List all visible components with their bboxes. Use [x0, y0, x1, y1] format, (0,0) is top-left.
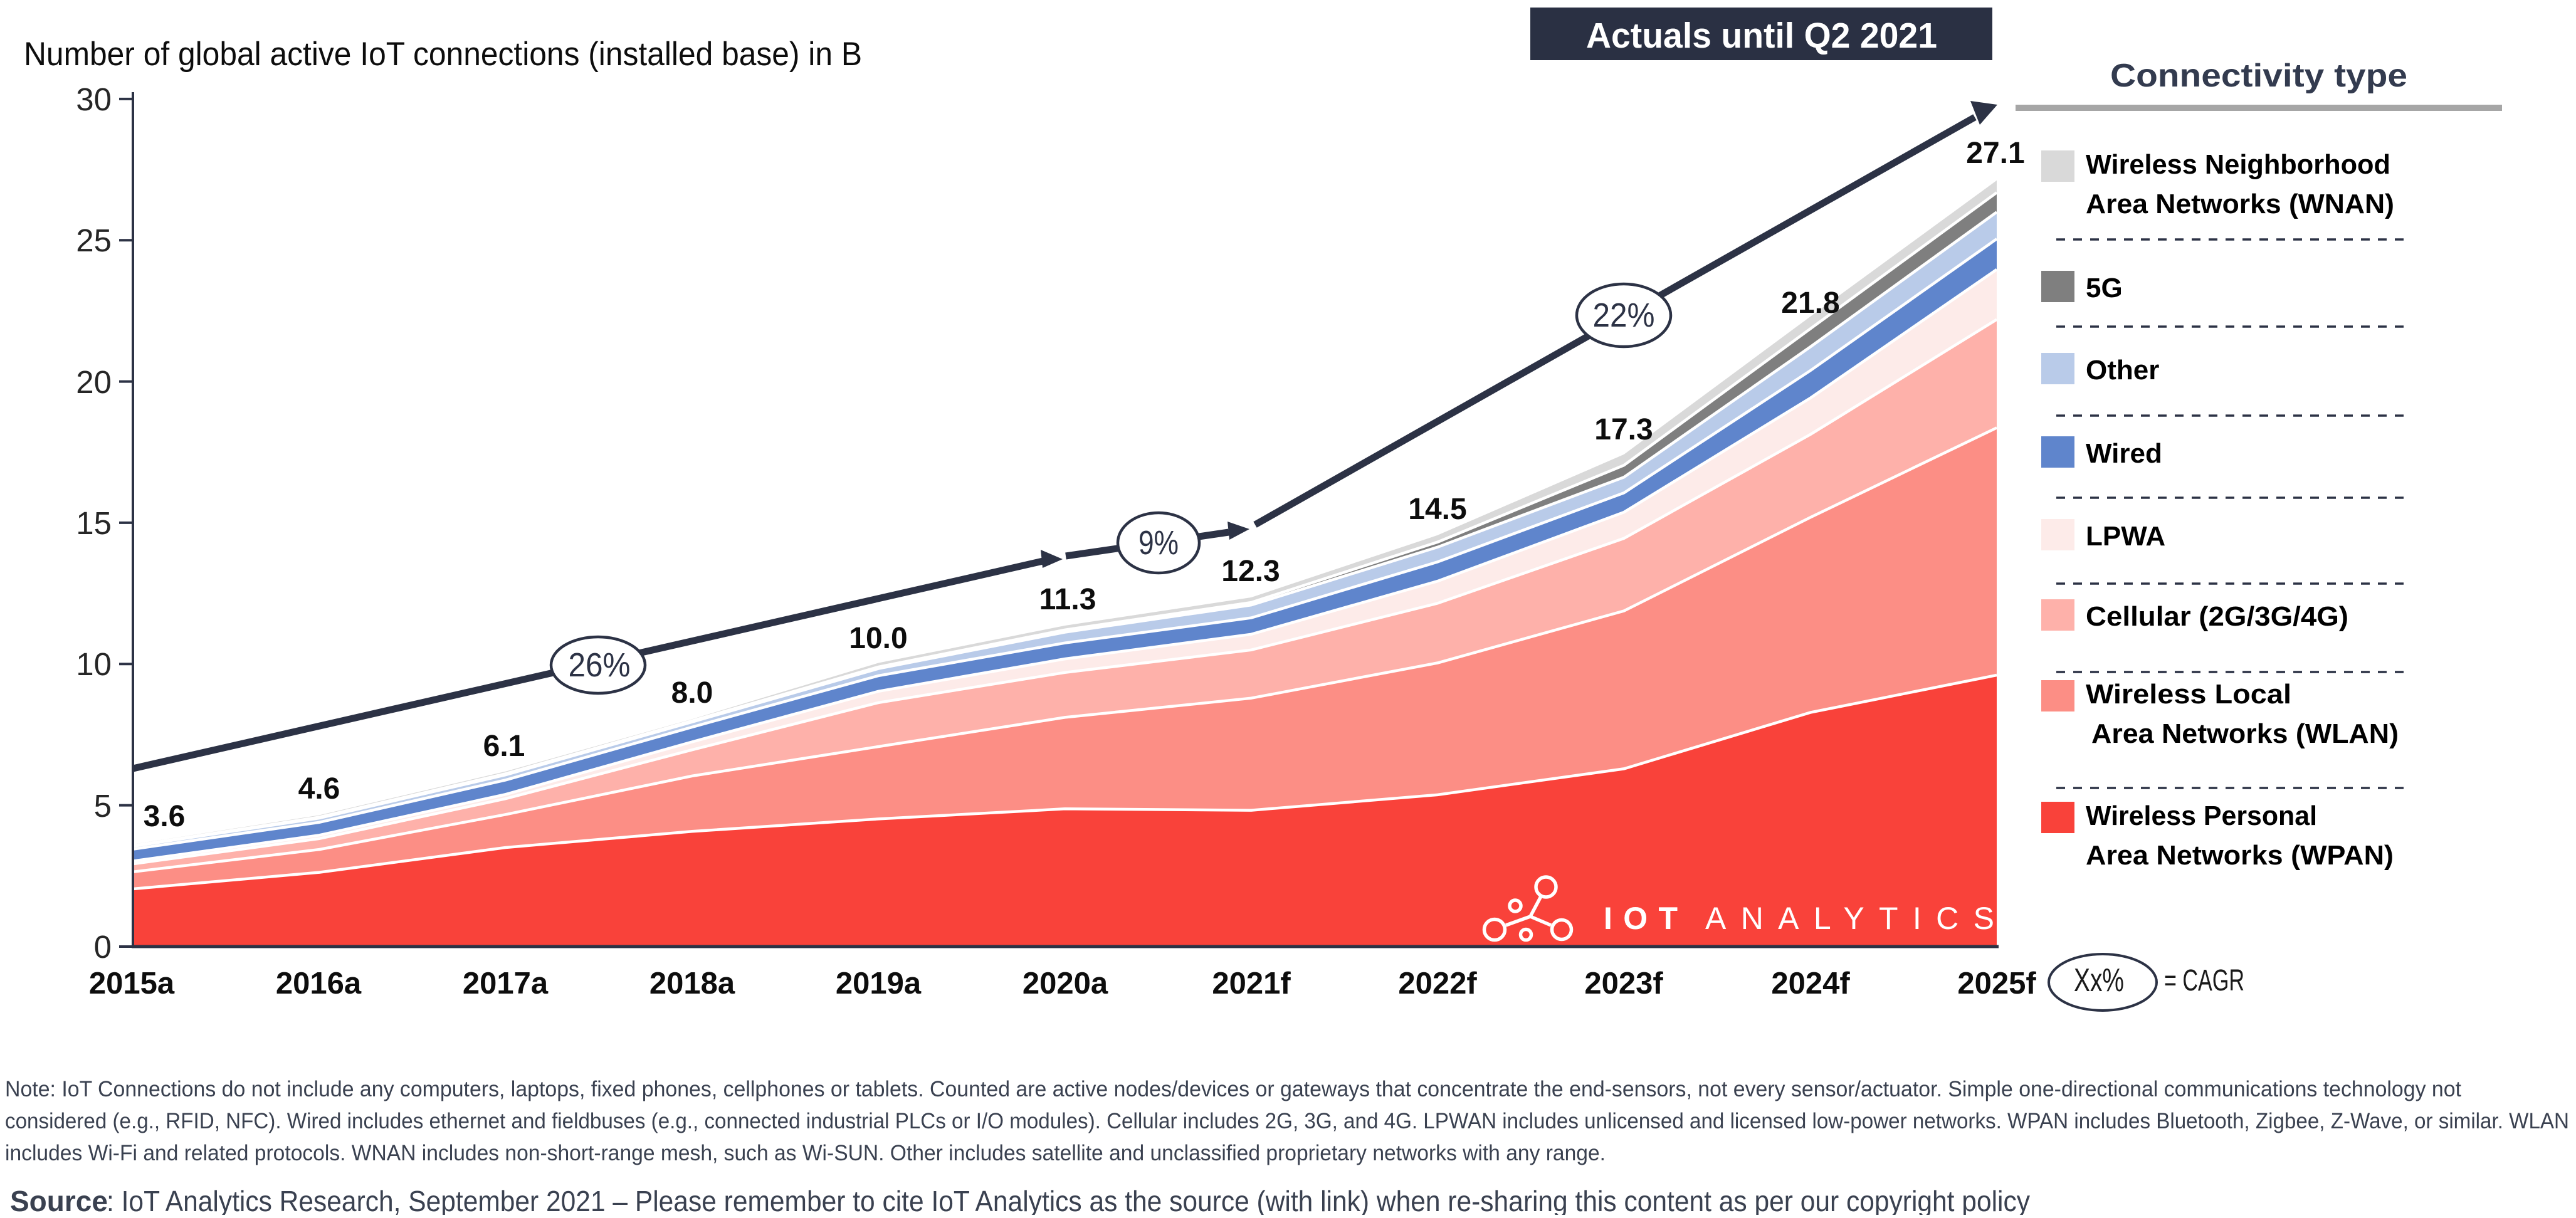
- svg-text:10: 10: [76, 646, 112, 682]
- svg-text:21.8: 21.8: [1781, 286, 1839, 320]
- svg-text:12.3: 12.3: [1221, 555, 1280, 588]
- svg-text:2021f: 2021f: [1212, 967, 1291, 1000]
- svg-text:Note: IoT Connections do not i: Note: IoT Connections do not include any…: [5, 1077, 2461, 1101]
- svg-text:2025f: 2025f: [1957, 967, 2036, 1000]
- svg-text:17.3: 17.3: [1594, 413, 1653, 446]
- svg-text:Xx%: Xx%: [2074, 962, 2124, 999]
- svg-text:Wireless Personal: Wireless Personal: [2086, 801, 2317, 831]
- svg-text:9%: 9%: [1138, 524, 1179, 562]
- svg-text:27.1: 27.1: [1966, 137, 2024, 170]
- svg-text:6.1: 6.1: [483, 730, 525, 763]
- svg-text:considered (e.g., RFID, NFC).: considered (e.g., RFID, NFC). Wired incl…: [5, 1109, 2569, 1133]
- svg-text:ANALYTICS: ANALYTICS: [1705, 901, 1994, 936]
- svg-text:Connectivity type: Connectivity type: [2110, 58, 2407, 94]
- svg-text:2017a: 2017a: [463, 967, 549, 1000]
- svg-text:2020a: 2020a: [1023, 967, 1108, 1000]
- svg-text:Area Networks (WLAN): Area Networks (WLAN): [2091, 718, 2399, 749]
- svg-text:2022f: 2022f: [1398, 967, 1477, 1000]
- svg-text:5G: 5G: [2086, 273, 2123, 303]
- svg-text:Number of global active IoT co: Number of global active IoT connections …: [24, 36, 862, 73]
- svg-text:22%: 22%: [1593, 297, 1655, 334]
- svg-text:includes Wi-Fi and related pro: includes Wi-Fi and related protocols. WN…: [5, 1141, 1606, 1165]
- svg-text:11.3: 11.3: [1039, 583, 1096, 616]
- svg-text:10.0: 10.0: [849, 622, 907, 655]
- svg-text:25: 25: [76, 223, 112, 258]
- svg-text:= CAGR: = CAGR: [2164, 964, 2244, 997]
- svg-text:Other: Other: [2086, 355, 2159, 386]
- svg-text:2023f: 2023f: [1584, 967, 1663, 1000]
- svg-text:Area Networks (WNAN): Area Networks (WNAN): [2086, 189, 2394, 219]
- svg-text:Wired: Wired: [2086, 438, 2162, 469]
- svg-text:15: 15: [76, 505, 112, 541]
- svg-text:26%: 26%: [569, 646, 631, 684]
- svg-text:8.0: 8.0: [671, 676, 713, 710]
- svg-text:Area Networks (WPAN): Area Networks (WPAN): [2086, 840, 2394, 871]
- svg-text:2016a: 2016a: [276, 967, 362, 1000]
- svg-text:0: 0: [94, 929, 112, 965]
- svg-text:: IoT Analytics Research, Sept: : IoT Analytics Research, September 2021…: [107, 1185, 2030, 1215]
- svg-text:Source: Source: [10, 1185, 108, 1215]
- svg-text:LPWA: LPWA: [2086, 521, 2165, 552]
- svg-text:Wireless Local: Wireless Local: [2086, 679, 2291, 710]
- svg-text:2018a: 2018a: [649, 967, 735, 1000]
- svg-text:2024f: 2024f: [1771, 967, 1850, 1000]
- svg-text:Wireless Neighborhood: Wireless Neighborhood: [2086, 149, 2390, 180]
- svg-text:4.6: 4.6: [298, 772, 340, 806]
- svg-text:30: 30: [76, 81, 112, 117]
- svg-text:3.6: 3.6: [144, 800, 186, 833]
- svg-text:20: 20: [76, 364, 112, 400]
- svg-text:5: 5: [94, 788, 112, 824]
- svg-text:Actuals until Q2 2021: Actuals until Q2 2021: [1586, 16, 1937, 56]
- svg-text:Cellular (2G/3G/4G): Cellular (2G/3G/4G): [2086, 601, 2348, 632]
- svg-text:2019a: 2019a: [836, 967, 922, 1000]
- svg-text:14.5: 14.5: [1408, 493, 1466, 526]
- svg-text:2015a: 2015a: [89, 967, 175, 1000]
